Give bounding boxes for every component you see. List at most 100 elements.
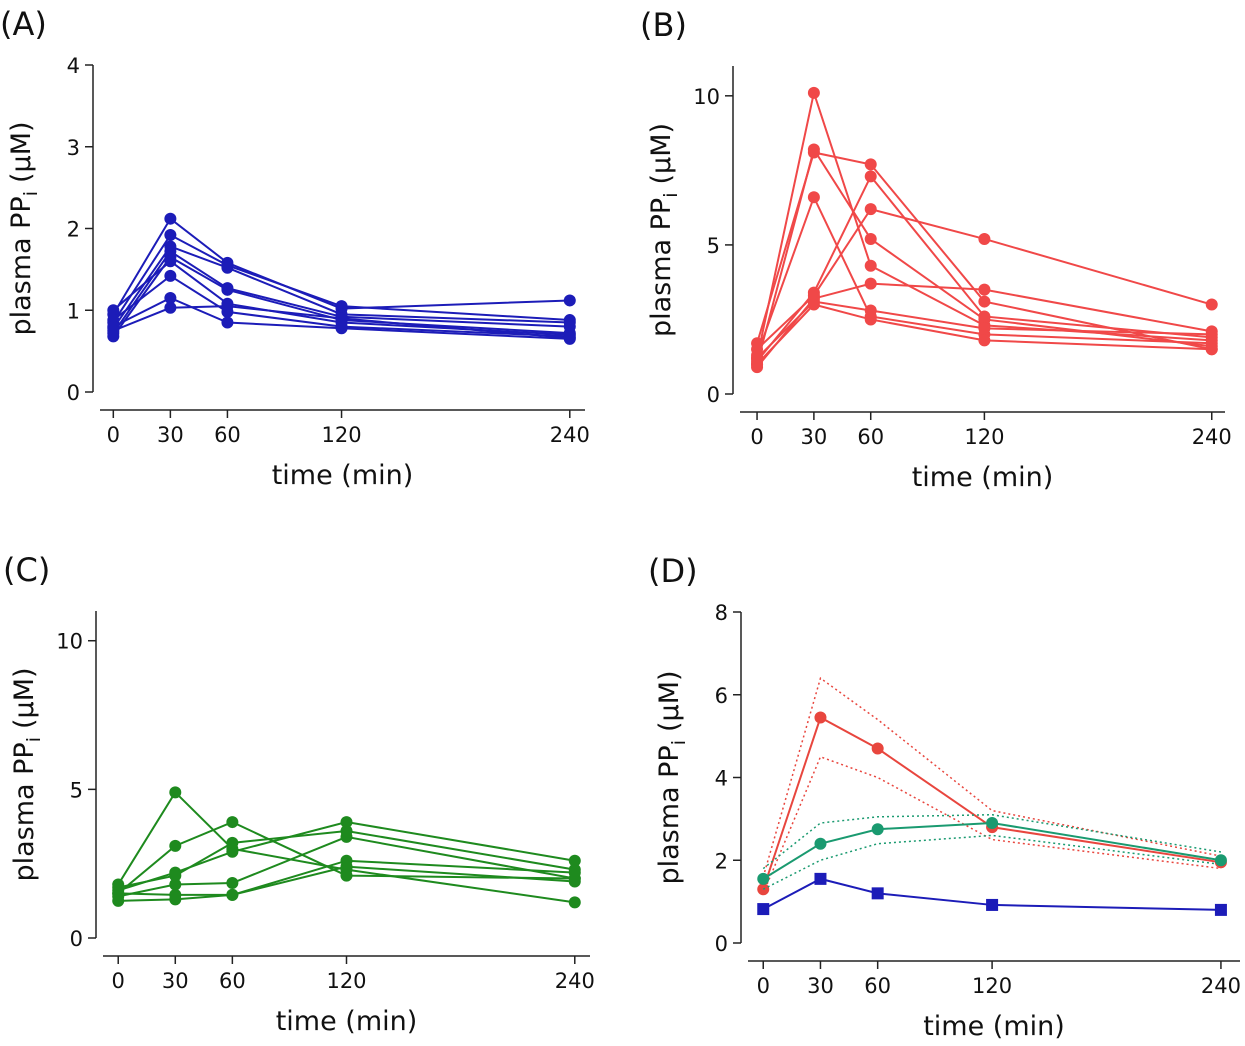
y-tick-label: 2 bbox=[715, 849, 728, 873]
x-tick-label: 120 bbox=[326, 969, 366, 993]
series-line bbox=[117, 790, 575, 904]
y-tick-label: 0 bbox=[67, 381, 80, 405]
y-tick-label: 8 bbox=[715, 601, 728, 625]
point bbox=[1214, 854, 1227, 867]
x-tick-label: 30 bbox=[157, 423, 184, 447]
panel: 0 1 2 3 4 0 30 60 120 240 time (min) plasma PPi (µM)… bbox=[0, 5, 590, 491]
y-axis-title-part: (µM) bbox=[646, 123, 677, 185]
point bbox=[986, 898, 999, 911]
point bbox=[107, 324, 120, 337]
panel-label: (A) bbox=[0, 5, 47, 43]
point bbox=[978, 295, 991, 308]
point bbox=[340, 816, 353, 829]
point bbox=[864, 158, 877, 171]
x-tick-label: 240 bbox=[1192, 425, 1232, 449]
point bbox=[978, 283, 991, 296]
point bbox=[226, 888, 239, 901]
point bbox=[568, 866, 581, 879]
y-tick-label: 0 bbox=[707, 383, 720, 407]
point bbox=[986, 817, 999, 830]
point bbox=[164, 301, 177, 314]
y-tick-label: 3 bbox=[67, 136, 80, 160]
panel: 0 5 10 0 30 60 120 240 time (min) plasma PPi (µM) (… bbox=[640, 6, 1232, 493]
point bbox=[568, 854, 581, 867]
x-tick-label: 240 bbox=[555, 969, 595, 993]
band-upper bbox=[762, 676, 1222, 878]
point bbox=[814, 837, 827, 850]
y-tick-label: 5 bbox=[707, 234, 720, 258]
point bbox=[221, 283, 234, 296]
point bbox=[563, 332, 576, 345]
point bbox=[221, 300, 234, 313]
point bbox=[164, 269, 177, 282]
point bbox=[340, 830, 353, 843]
point bbox=[978, 322, 991, 335]
x-axis-title: time (min) bbox=[272, 460, 414, 491]
x-tick-label: 30 bbox=[162, 969, 189, 993]
point bbox=[978, 310, 991, 323]
x-tick-label: 240 bbox=[550, 423, 590, 447]
point bbox=[169, 786, 182, 799]
point bbox=[814, 711, 827, 724]
panel: 0 5 10 0 30 60 120 240 time (min) plasma PPi (µM) (… bbox=[3, 551, 595, 1037]
x-tick-label: 240 bbox=[1201, 974, 1241, 998]
panel-label: (C) bbox=[3, 551, 50, 589]
series-line bbox=[112, 217, 570, 315]
point bbox=[751, 358, 764, 371]
point bbox=[164, 291, 177, 304]
point bbox=[1205, 328, 1218, 341]
point bbox=[164, 255, 177, 268]
point bbox=[221, 316, 234, 329]
x-tick-label: 0 bbox=[107, 423, 120, 447]
point bbox=[226, 816, 239, 829]
point bbox=[757, 872, 770, 885]
y-tick-label: 4 bbox=[715, 767, 728, 791]
x-tick-label: 60 bbox=[864, 974, 891, 998]
y-axis-title-part: (µM) bbox=[6, 121, 37, 183]
y-axis-title: plasma PPi (µM) bbox=[9, 667, 45, 881]
point bbox=[814, 872, 827, 885]
point bbox=[340, 869, 353, 882]
x-axis-title: time (min) bbox=[276, 1006, 418, 1037]
point bbox=[807, 298, 820, 311]
y-axis-title-part: plasma PP bbox=[654, 745, 685, 884]
point bbox=[871, 887, 884, 900]
y-tick-label: 10 bbox=[56, 630, 83, 654]
y-axis-title-subscript: i bbox=[20, 191, 42, 196]
point bbox=[864, 170, 877, 183]
point bbox=[226, 836, 239, 849]
point bbox=[807, 143, 820, 156]
x-axis-title: time (min) bbox=[923, 1011, 1065, 1042]
y-axis-title-part: plasma PP bbox=[9, 742, 40, 881]
point bbox=[226, 845, 239, 858]
y-axis-title-part: (µM) bbox=[654, 670, 685, 732]
band-lower bbox=[762, 755, 1222, 894]
x-tick-label: 60 bbox=[214, 423, 241, 447]
point bbox=[751, 343, 764, 356]
point bbox=[169, 888, 182, 901]
point bbox=[568, 896, 581, 909]
y-tick-label: 1 bbox=[67, 299, 80, 323]
y-axis-title-part: (µM) bbox=[9, 667, 40, 729]
point bbox=[978, 232, 991, 245]
point bbox=[221, 261, 234, 274]
point bbox=[807, 191, 820, 204]
y-tick-label: 10 bbox=[693, 85, 720, 109]
point bbox=[112, 887, 125, 900]
panel-label: (D) bbox=[648, 552, 698, 590]
x-tick-label: 30 bbox=[801, 425, 828, 449]
y-axis-title-part: plasma PP bbox=[6, 196, 37, 335]
y-tick-label: 0 bbox=[715, 932, 728, 956]
point bbox=[169, 839, 182, 852]
y-tick-label: 5 bbox=[70, 778, 83, 802]
y-tick-label: 0 bbox=[70, 927, 83, 951]
x-tick-label: 120 bbox=[964, 425, 1004, 449]
point bbox=[807, 86, 820, 99]
x-tick-label: 120 bbox=[972, 974, 1012, 998]
x-tick-label: 0 bbox=[757, 974, 770, 998]
point bbox=[864, 313, 877, 326]
x-tick-label: 60 bbox=[857, 425, 884, 449]
x-tick-label: 60 bbox=[219, 969, 246, 993]
point bbox=[864, 232, 877, 245]
